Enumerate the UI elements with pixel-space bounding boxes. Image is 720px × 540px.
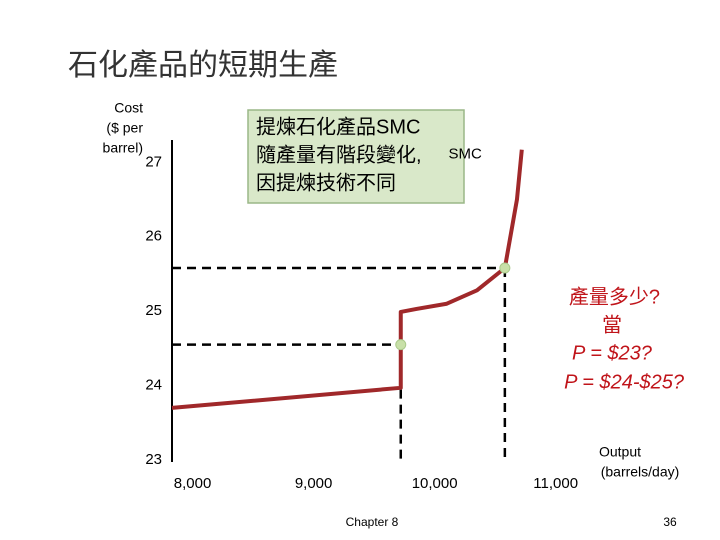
y-axis-label: Cost [114,100,143,116]
x-axis-label: Output [599,444,641,460]
reference-point [499,262,511,274]
annotation-box [247,109,465,204]
y-tick-label: 27 [145,153,162,170]
x-tick-label: 8,000 [174,475,212,492]
question-text: 當 [602,313,622,336]
question-text: P = $24-$25? [564,371,685,393]
annotation-text: 隨產量有階段變化, [256,143,422,166]
y-tick-label: 23 [145,451,162,468]
annotation-text: 提煉石化產品SMC [256,115,420,138]
reference-point [395,339,407,351]
series-label: SMC [448,146,482,163]
question-text: 產量多少? [569,285,660,308]
question-text: P = $23? [572,342,653,364]
y-tick-label: 25 [145,302,162,319]
page-number: 36 [663,515,677,529]
x-axis-label: (barrels/day) [601,464,680,480]
y-tick-label: 26 [145,228,162,245]
x-tick-label: 11,000 [533,475,578,492]
y-axis-label: barrel) [103,140,143,156]
x-tick-label: 10,000 [412,475,458,492]
footer: Chapter 8 [346,515,399,529]
smc-line [171,149,524,410]
x-tick-label: 9,000 [295,475,333,492]
annotation-text: 因提煉技術不同 [256,171,396,194]
y-axis-label: ($ per [106,120,143,136]
slide-title: 石化產品的短期生產 [68,49,338,82]
y-tick-label: 24 [145,377,162,394]
